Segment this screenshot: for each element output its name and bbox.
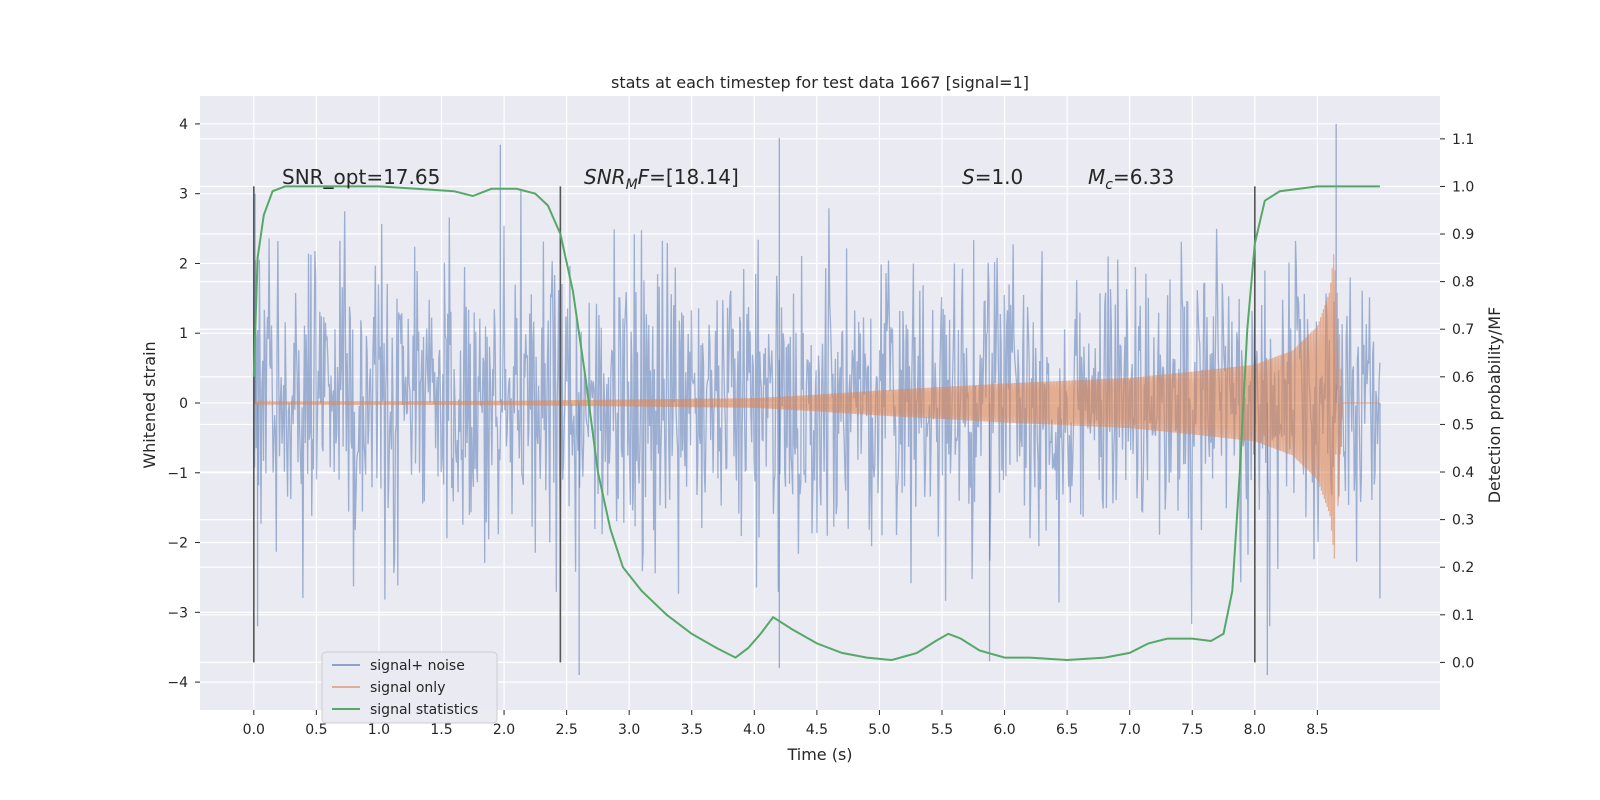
- y-axis-label: Whitened strain: [140, 341, 159, 468]
- y2-tick-label: 1.1: [1452, 132, 1474, 148]
- x-tick-label: 2.0: [493, 722, 515, 738]
- y2-tick-label: 0.5: [1452, 417, 1474, 433]
- y2-ticks: 1.1 1.0 0.9 0.8 0.7 0.6 0.5 0.4 0.3 0.2 0.1 0.0: [1440, 132, 1474, 671]
- y-tick-label: −1: [167, 466, 188, 482]
- y2-tick-label: 0.4: [1452, 465, 1474, 481]
- chart-title: stats at each timestep for test data 166…: [611, 73, 1029, 92]
- annotation-snr-opt: SNR_opt=17.65: [282, 165, 440, 189]
- mc-sub: c: [1105, 177, 1113, 193]
- y2-tick-label: 0.9: [1452, 227, 1474, 243]
- y2-tick-label: 0.7: [1452, 322, 1474, 338]
- s-val: =1.0: [975, 165, 1024, 189]
- annotation-mc: Mc=6.33: [1088, 165, 1174, 193]
- x-tick-label: 5.0: [868, 722, 890, 738]
- y2-tick-label: 0.6: [1452, 370, 1474, 386]
- legend-box: [321, 651, 498, 724]
- y2-tick-label: 1.0: [1452, 179, 1474, 195]
- y2-tick-label: 0.8: [1452, 275, 1474, 291]
- x-tick-label: 3.0: [618, 722, 640, 738]
- x-tick-label: 0.0: [243, 722, 265, 738]
- y2-axis-label: Detection probability/MF: [1485, 307, 1504, 504]
- s-var: S: [962, 165, 975, 189]
- y-tick-label: 1: [179, 326, 188, 342]
- y-tick-label: 2: [179, 256, 188, 272]
- statistics-line: [252, 185, 1380, 662]
- signal-only-series: [253, 254, 1380, 559]
- y2-tick-label: 0.2: [1452, 560, 1474, 576]
- y-tick-label: −2: [167, 536, 188, 552]
- snr-mf-rest: =[18.14]: [649, 165, 739, 189]
- y-tick-label: 0: [179, 396, 188, 412]
- legend: signal+ noise signal only signal statist…: [321, 651, 498, 724]
- x-tick-label: 1.0: [368, 722, 390, 738]
- x-tick-label: 8.0: [1244, 722, 1266, 738]
- snr-mf-sub: M: [626, 177, 638, 193]
- snr-mf-base: SNR: [584, 165, 626, 189]
- y-ticks: 4 3 2 1 0 −1 −2 −3 −4: [167, 117, 200, 691]
- y-tick-label: 4: [179, 117, 188, 133]
- signal-trace: [253, 254, 1380, 559]
- mc-var: M: [1088, 165, 1105, 189]
- y2-tick-label: 0.3: [1452, 513, 1474, 529]
- x-tick-label: 7.5: [1181, 722, 1203, 738]
- annotation-s: S=1.0: [962, 165, 1023, 189]
- x-tick-label: 7.0: [1119, 722, 1141, 738]
- x-tick-label: 8.5: [1306, 722, 1328, 738]
- y2-tick-label: 0.0: [1452, 655, 1474, 671]
- x-tick-label: 4.5: [806, 722, 828, 738]
- x-axis-label: Time (s): [786, 745, 852, 764]
- noise-trace: [253, 188, 1381, 627]
- annotation-snr-mf: SNRMF=[18.14]: [584, 165, 739, 193]
- x-tick-label: 0.5: [305, 722, 327, 738]
- x-tick-label: 6.0: [993, 722, 1015, 738]
- x-tick-label: 1.5: [430, 722, 452, 738]
- x-ticks: 0.0 0.5 1.0 1.5 2.0 2.5 3.0 3.5 4.0 4.5 5.0 5.5 6.0 6…: [243, 710, 1329, 738]
- signal-statistics-series: [252, 185, 1380, 662]
- x-tick-label: 5.5: [931, 722, 953, 738]
- legend-label-signal: signal only: [370, 680, 445, 696]
- x-tick-label: 2.5: [555, 722, 577, 738]
- x-tick-label: 6.5: [1056, 722, 1078, 738]
- snr-mf-f: F: [638, 165, 650, 189]
- y-tick-label: −3: [167, 605, 188, 621]
- legend-label-noise: signal+ noise: [370, 658, 465, 674]
- y-tick-label: 3: [179, 187, 188, 203]
- y2-tick-label: 0.1: [1452, 608, 1474, 624]
- x-tick-label: 4.0: [743, 722, 765, 738]
- x-tick-label: 3.5: [681, 722, 703, 738]
- y-tick-label: −4: [167, 675, 188, 691]
- window-lines: [253, 186, 1256, 663]
- legend-label-stats: signal statistics: [370, 702, 478, 718]
- mc-val: =6.33: [1113, 165, 1174, 189]
